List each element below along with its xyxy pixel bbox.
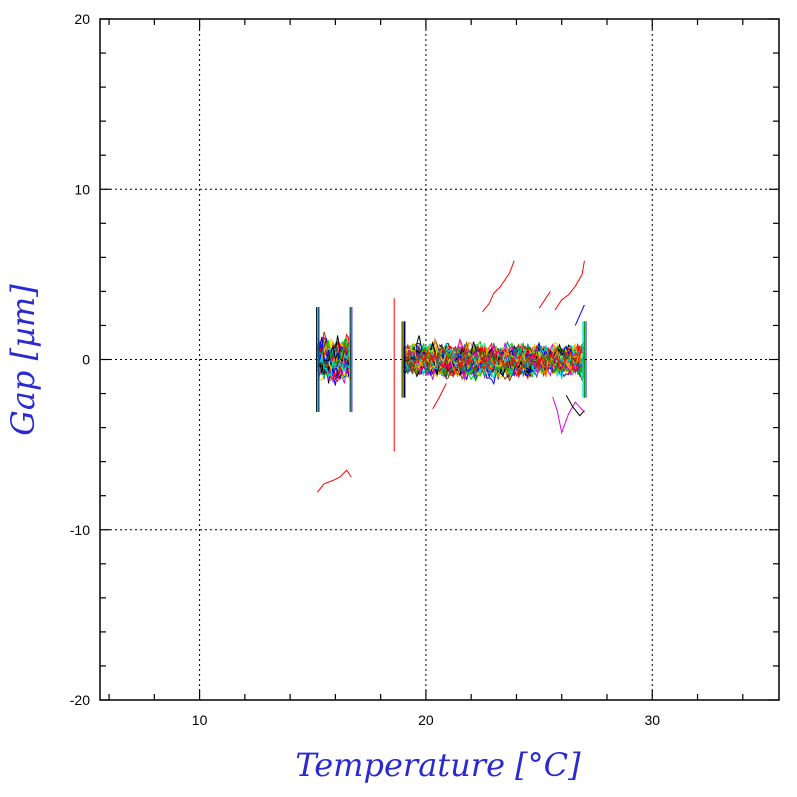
outlier-trace [538,291,551,309]
y-tick-label: 0 [82,352,90,368]
data-trace [317,352,352,378]
outlier-trace [574,304,585,326]
y-axis-label: Gap [µm] [4,284,42,436]
y-tick-label: 10 [74,181,90,197]
x-tick-label: 30 [644,712,660,728]
data-trace [316,342,352,371]
x-tick-label: 20 [418,712,434,728]
x-axis-label: Temperature [°C] [295,746,581,784]
outlier-trace [554,260,585,311]
y-tick-label: -10 [70,522,90,538]
outlier-trace [482,260,515,313]
axis-ticks [100,18,779,701]
outlier-trace [432,383,447,410]
data-trace [403,344,585,376]
outlier-trace [316,469,352,493]
x-tick-label: 10 [192,712,208,728]
data-trace [316,344,352,373]
tick-labels: 10 20 30 -20 -10 0 10 20 [70,11,660,728]
outlier-trace [552,396,585,435]
outlier-trace [565,395,585,417]
y-tick-label: -20 [70,692,90,708]
data-traces [316,260,587,493]
y-tick-label: 20 [74,11,90,27]
